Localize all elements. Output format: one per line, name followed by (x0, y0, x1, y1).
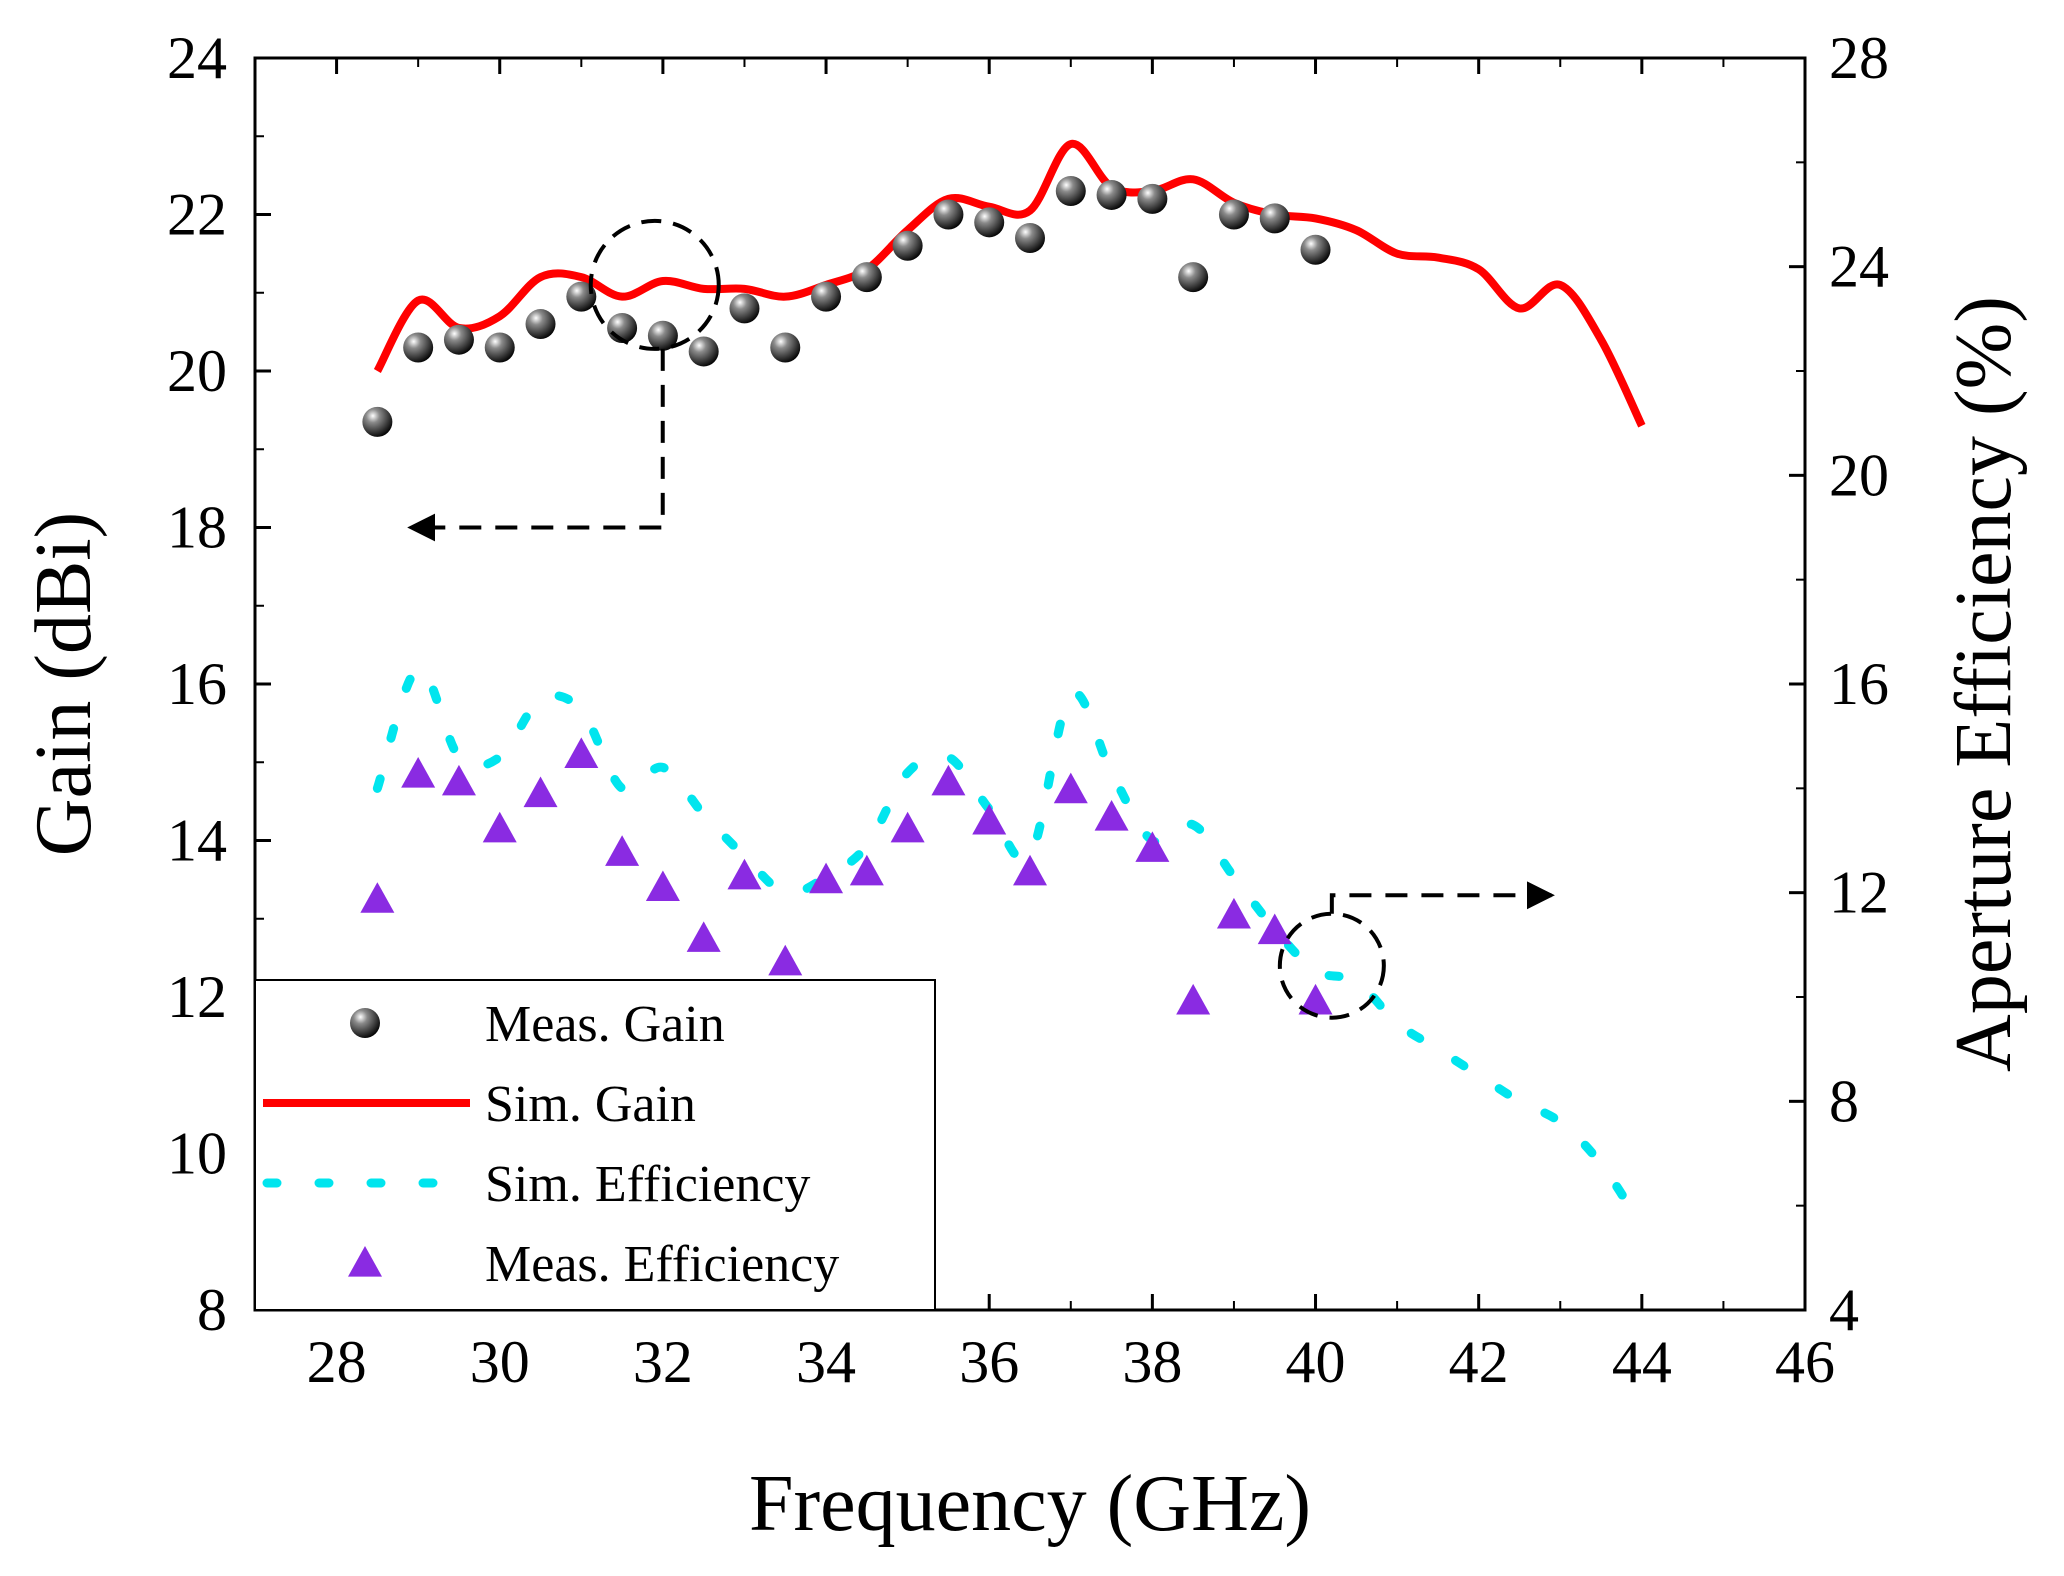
meas-gain-point (770, 332, 801, 363)
left-tick-label: 16 (167, 651, 227, 717)
left-tick-label: 22 (167, 182, 227, 248)
meas-efficiency-point (482, 811, 517, 843)
right-tick-label: 4 (1829, 1277, 1859, 1343)
meas-efficiency-point (768, 944, 803, 976)
right-tick-label: 20 (1829, 442, 1889, 508)
meas-gain-point (1218, 199, 1249, 230)
legend: Meas. Gain Sim. Gain Sim. Efficiency Meas. … (254, 979, 936, 1311)
right-tick-label: 12 (1829, 860, 1889, 926)
meas-efficiency-point (401, 756, 436, 788)
sim-efficiency-line (372, 663, 1647, 1232)
x-tick-label: 32 (633, 1329, 693, 1395)
x-tick-label: 30 (470, 1329, 530, 1395)
meas-gain-point (566, 281, 597, 312)
meas-efficiency-point (605, 835, 640, 866)
meas-gain-point (1178, 262, 1209, 293)
left-tick-label: 20 (167, 338, 227, 404)
meas-efficiency-point (727, 858, 762, 890)
meas-efficiency-point (1216, 897, 1251, 929)
left-tick-label: 12 (167, 964, 227, 1030)
meas-gain-point (974, 207, 1005, 238)
meas-gain-point (729, 293, 760, 324)
x-tick-label: 34 (796, 1329, 856, 1395)
meas-gain-point (1300, 234, 1331, 265)
meas-efficiency-point (1298, 983, 1333, 1015)
left-tick-label: 10 (167, 1121, 227, 1187)
legend-symbol-meas-gain (350, 1008, 380, 1038)
right-axis-ticks: 4 8 12 16 20 24 28 (1789, 25, 1889, 1343)
sim-gain-series (373, 140, 1646, 428)
legend-symbol-meas-efficiency (348, 1246, 382, 1277)
meas-gain-point (1096, 179, 1127, 210)
meas-gain-point (1055, 176, 1086, 207)
right-tick-label: 24 (1829, 234, 1889, 300)
meas-efficiency-point (1176, 983, 1211, 1015)
x-axis-title: Frequency (GHz) (749, 1460, 1311, 1548)
left-axis-ticks: 8 10 12 14 16 18 20 22 24 (167, 25, 271, 1343)
right-tick-label: 8 (1829, 1068, 1859, 1134)
meas-efficiency-point (686, 921, 721, 952)
x-tick-label: 40 (1286, 1329, 1346, 1395)
meas-gain-point (403, 332, 434, 363)
meas-gain-point (443, 324, 474, 355)
right-axis-title: Aperture Efficiency (%) (1940, 296, 2028, 1072)
legend-label: Meas. Gain (485, 996, 725, 1053)
meas-gain-point (1137, 183, 1168, 214)
meas-efficiency-point (1094, 800, 1129, 831)
meas-efficiency-point (1053, 772, 1088, 804)
x-axis-ticks: 28 30 32 34 36 38 40 42 44 46 (254, 58, 1835, 1395)
gain-annotation-circle (588, 218, 721, 351)
meas-gain-point (933, 199, 964, 230)
x-tick-label: 42 (1449, 1329, 1509, 1395)
meas-efficiency-point (809, 862, 844, 894)
meas-efficiency-point (972, 803, 1007, 835)
right-tick-label: 16 (1829, 651, 1889, 717)
x-tick-label: 46 (1775, 1329, 1835, 1395)
meas-gain-point (647, 320, 678, 351)
left-tick-label: 8 (197, 1277, 227, 1343)
left-tick-label: 24 (167, 25, 227, 91)
legend-label: Sim. Efficiency (485, 1156, 810, 1213)
meas-efficiency-point (564, 737, 599, 769)
left-tick-label: 14 (167, 808, 227, 874)
x-tick-label: 38 (1122, 1329, 1182, 1395)
meas-efficiency-point (441, 764, 476, 796)
gain-annotation-arrow (407, 348, 665, 542)
meas-efficiency-series (360, 737, 1333, 1015)
left-tick-label: 18 (167, 495, 227, 561)
annotations (407, 218, 1555, 1020)
x-tick-label: 36 (959, 1329, 1019, 1395)
meas-gain-point (484, 332, 515, 363)
legend-label: Meas. Efficiency (485, 1236, 839, 1293)
meas-gain-point (851, 262, 882, 293)
meas-efficiency-point (523, 776, 558, 808)
efficiency-annotation-arrow (1329, 881, 1555, 914)
meas-efficiency-point (645, 870, 680, 902)
legend-label: Sim. Gain (485, 1076, 696, 1133)
meas-efficiency-point (890, 811, 925, 843)
meas-efficiency-point (360, 882, 395, 913)
sim-gain-line (373, 140, 1646, 428)
left-axis-title: Gain (dBi) (20, 512, 108, 856)
meas-gain-point (525, 309, 556, 340)
meas-efficiency-point (1257, 913, 1292, 945)
meas-efficiency-point (931, 764, 966, 796)
meas-gain-point (892, 230, 923, 261)
meas-gain-point (1015, 222, 1045, 253)
x-tick-label: 28 (307, 1329, 367, 1395)
meas-efficiency-point (1013, 854, 1047, 886)
right-tick-label: 28 (1829, 25, 1889, 91)
meas-gain-series (362, 176, 1331, 437)
meas-gain-point (1259, 203, 1290, 234)
meas-gain-point (688, 336, 719, 367)
meas-gain-point (811, 281, 842, 312)
efficiency-annotation-circle (1277, 911, 1386, 1020)
meas-efficiency-point (849, 854, 884, 886)
sim-efficiency-series (372, 663, 1647, 1232)
meas-gain-point (362, 406, 393, 437)
x-tick-label: 44 (1612, 1329, 1672, 1395)
meas-efficiency-point (1135, 831, 1170, 862)
